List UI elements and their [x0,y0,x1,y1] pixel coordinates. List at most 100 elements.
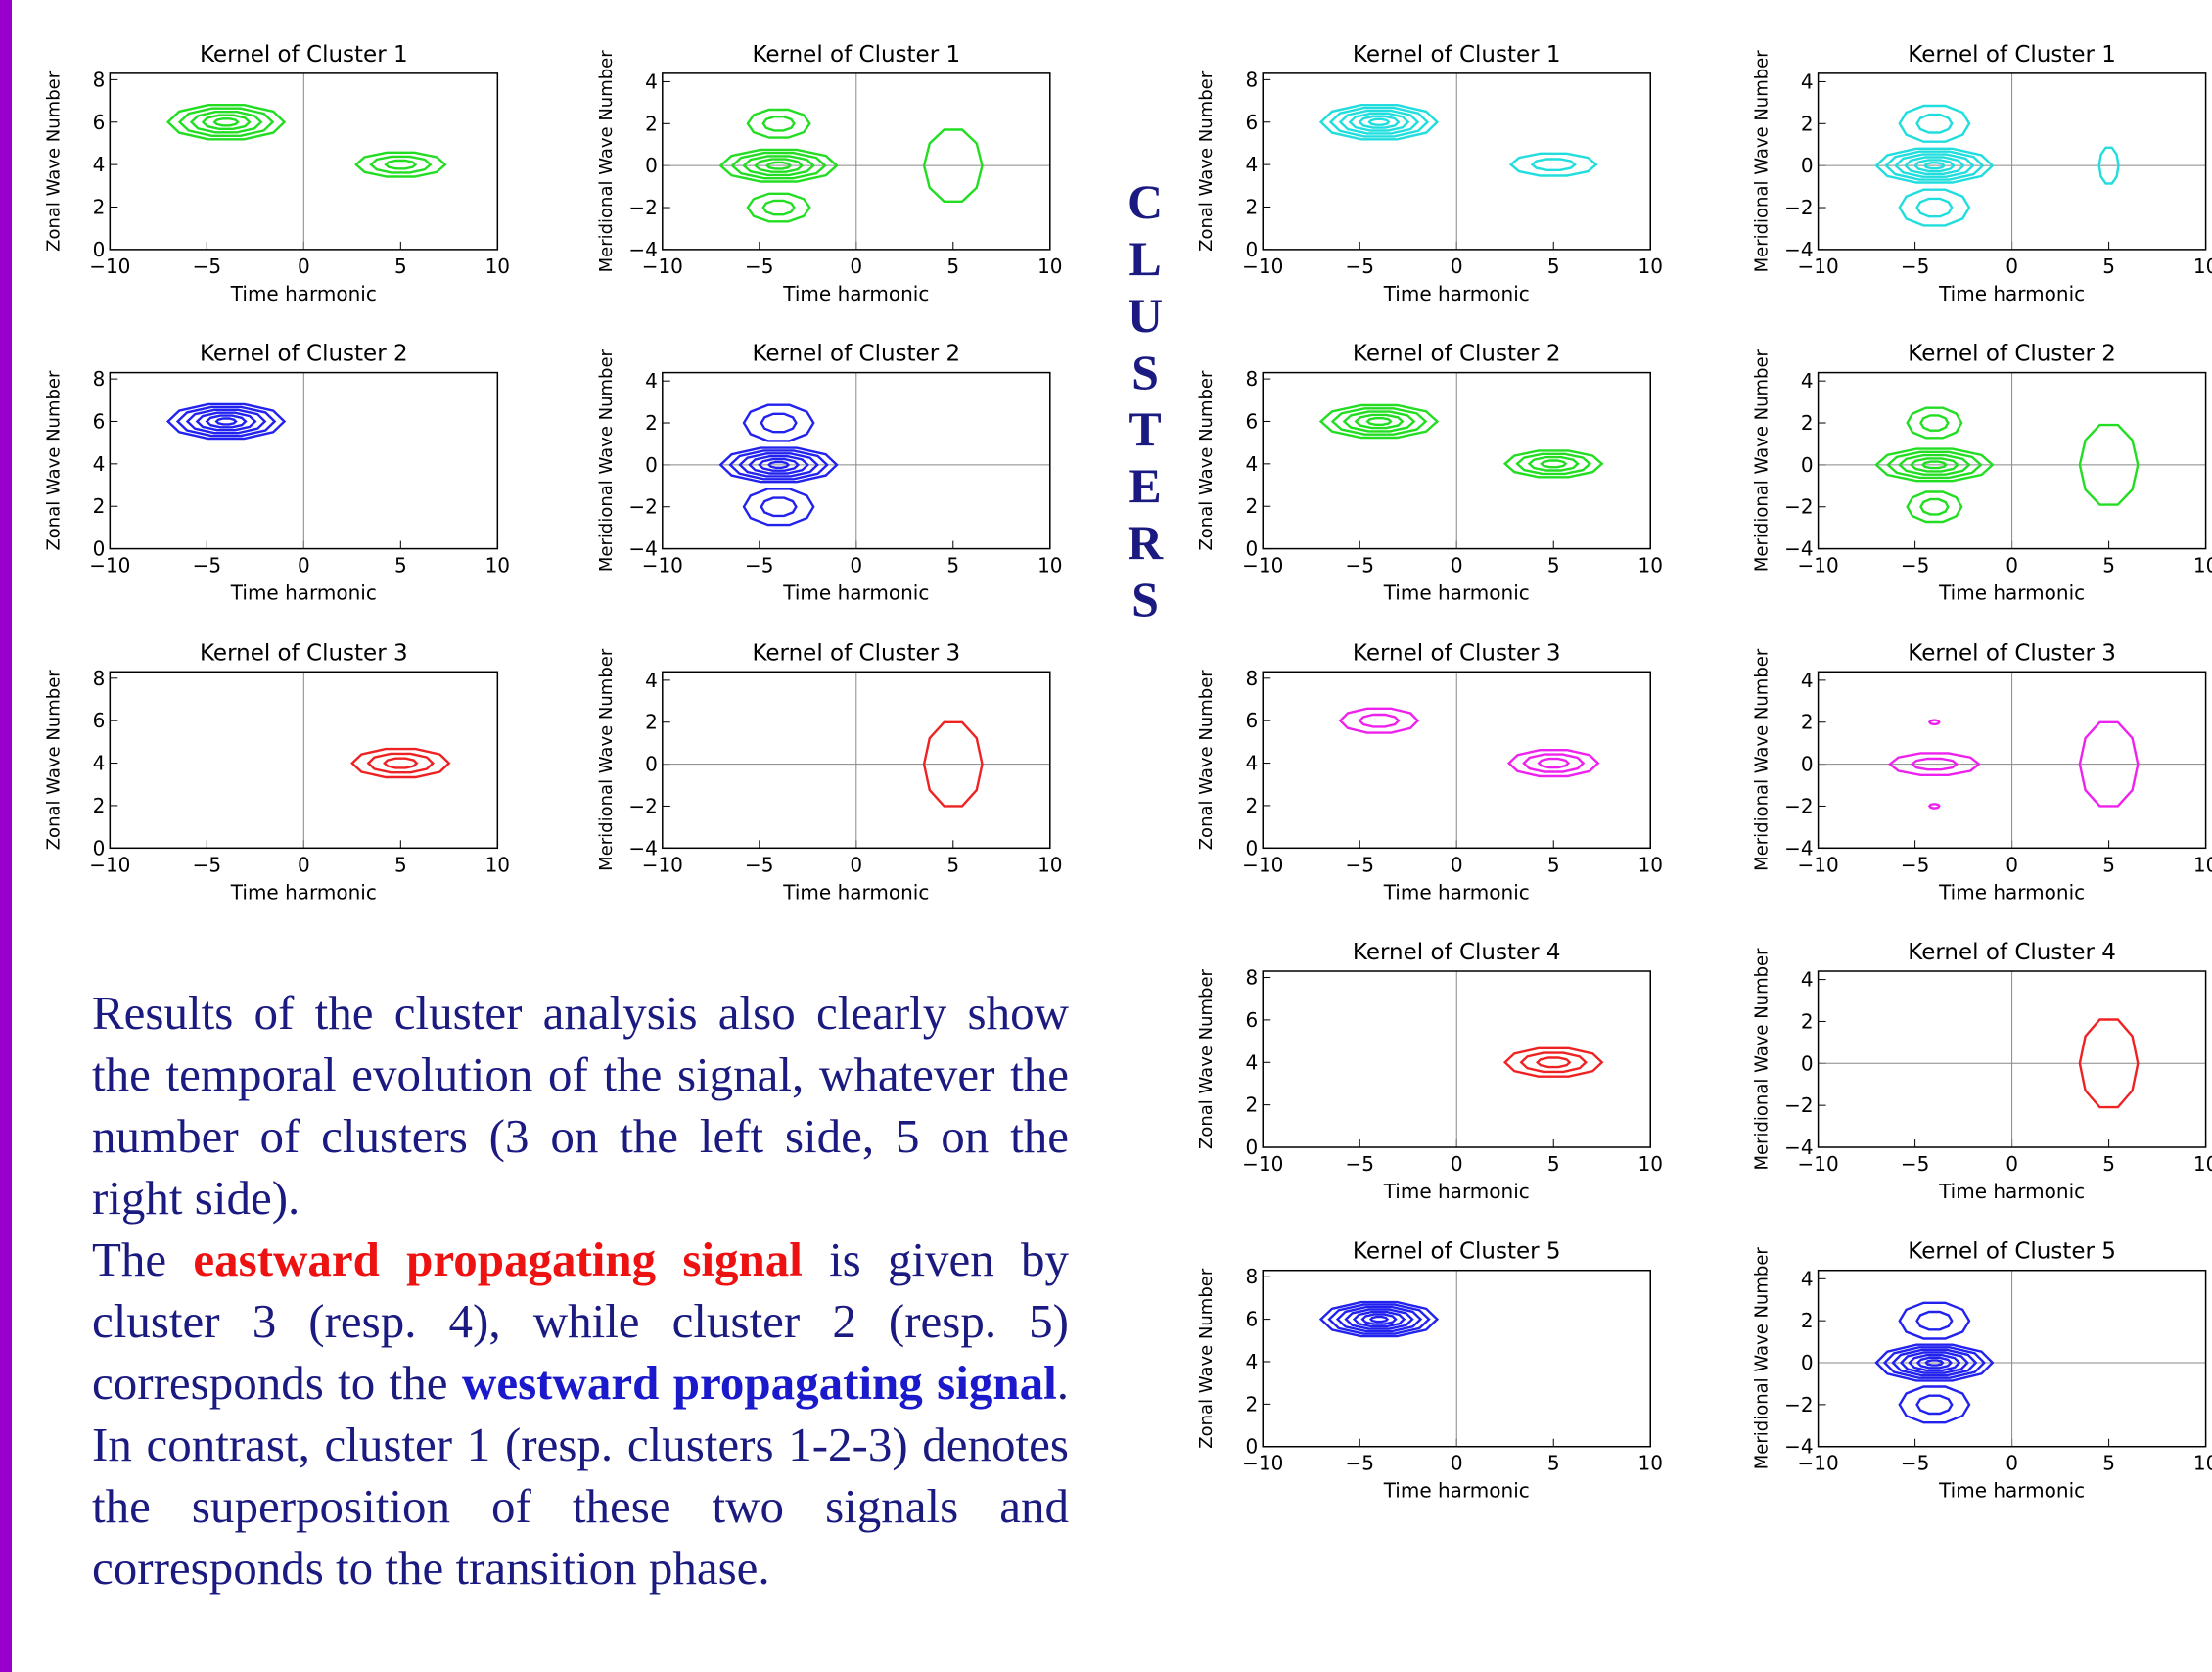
contour-level [1537,757,1571,769]
y-tick-label: 2 [645,411,658,435]
contour-level [742,403,815,442]
y-tick-label: 0 [93,836,106,859]
contour-level [1906,406,1963,440]
contour-level [1367,117,1391,126]
y-tick-label: 2 [1246,1392,1259,1416]
contour-level [205,414,248,429]
chart-title: Kernel of Cluster 2 [752,342,960,367]
x-tick-label: 5 [1547,853,1560,876]
contour-level [1335,1305,1423,1333]
plot-frame [109,671,499,850]
y-tick-label: 0 [1246,1435,1259,1459]
plot-frame [1817,371,2207,550]
contour-level [2078,1018,2140,1109]
x-tick-label: −5 [1901,554,1929,578]
contour-level [369,155,433,174]
x-axis-label: Time harmonic [782,880,929,904]
contour-level [758,457,801,472]
x-tick-label: −10 [1797,853,1838,876]
y-tick-label: 0 [1801,1351,1814,1374]
x-axis-label: Time harmonic [1383,880,1530,904]
y-axis-label: Meridional Wave Number [1752,648,1773,871]
x-tick-label: −5 [1901,1152,1929,1176]
contour-level [761,115,796,132]
y-tick-label: 8 [1246,367,1259,391]
contour-level [1502,449,1604,479]
x-axis-label: Time harmonic [230,581,377,605]
contour-level [214,417,238,426]
y-axis-label: Zonal Wave Number [1196,968,1217,1149]
x-tick-label: −10 [642,853,683,876]
plot-frame [1262,72,1651,251]
x-tick-label: 0 [2005,255,2018,278]
x-tick-label: 5 [946,853,959,876]
contour-level [1358,115,1401,129]
x-axis-label: Time harmonic [1938,1180,2085,1203]
contour-level [766,460,791,469]
y-tick-label: 2 [1801,711,1814,734]
y-tick-label: 4 [93,452,106,476]
x-tick-label: 0 [1451,1452,1463,1475]
contour-level [742,155,816,177]
y-tick-label: 2 [1801,411,1814,435]
description: Results of the cluster analysis also cle… [92,982,1069,1599]
y-tick-label: 6 [1246,1308,1259,1331]
contour-level [1318,103,1440,141]
contour-level [1909,457,1960,473]
paragraph: The eastward propagating signal is given… [92,1229,1069,1599]
y-tick-label: −2 [1784,1093,1813,1117]
contour-level [1898,1385,1971,1424]
x-tick-label: 5 [946,255,959,278]
x-tick-label: 5 [394,554,407,578]
y-tick-label: 4 [1801,968,1814,992]
x-tick-label: 10 [1037,255,1062,278]
y-tick-label: −4 [628,537,657,561]
x-tick-label: 5 [2102,255,2115,278]
x-tick-label: −10 [89,255,130,278]
plot-frame [1817,970,2207,1148]
y-tick-label: 8 [1246,68,1259,91]
contour-level [728,449,829,481]
y-tick-label: −4 [1784,238,1813,261]
contour-level [1898,104,1971,143]
contour-level [1915,197,1954,218]
y-tick-label: −2 [1784,1393,1813,1417]
contour-level [746,192,811,223]
contour-level [1874,447,1995,483]
y-axis-label: Zonal Wave Number [43,370,64,551]
y-axis-label: Meridional Wave Number [596,50,617,273]
chart-title: Kernel of Cluster 3 [752,640,960,666]
y-tick-label: 6 [1246,111,1259,134]
contour-level [1924,1359,1945,1367]
contour-level [1360,1313,1398,1325]
y-tick-label: −2 [1784,794,1813,817]
y-axis-label: Meridional Wave Number [1752,948,1773,1171]
chart-title: Kernel of Cluster 1 [1908,42,2116,68]
contour-level [718,148,839,183]
x-tick-label: 5 [946,554,959,578]
y-tick-label: 6 [93,111,106,134]
x-tick-label: 10 [1638,1452,1663,1475]
y-tick-label: 0 [1246,238,1259,261]
x-tick-label: 5 [394,255,407,278]
contour-level [1328,106,1430,138]
x-axis-label: Time harmonic [1938,282,2085,305]
y-tick-label: −2 [628,794,657,817]
y-tick-label: 4 [1801,1267,1814,1290]
y-tick-label: 4 [1246,752,1259,775]
plot-frame [1262,970,1651,1148]
y-tick-label: 2 [1246,196,1259,219]
y-tick-label: 6 [1246,709,1259,732]
y-tick-label: 4 [93,752,106,775]
y-tick-label: 6 [93,709,106,732]
contour-level [1882,1346,1986,1379]
x-axis-label: Time harmonic [1383,282,1530,305]
y-tick-label: 0 [1246,537,1259,561]
contour-level [1540,459,1568,469]
x-tick-label: −10 [642,255,683,278]
y-axis-label: Zonal Wave Number [43,70,64,252]
y-tick-label: −4 [1784,1136,1813,1159]
y-tick-label: 4 [1801,369,1814,393]
x-tick-label: 0 [298,554,310,578]
y-tick-label: 2 [1801,1309,1814,1332]
